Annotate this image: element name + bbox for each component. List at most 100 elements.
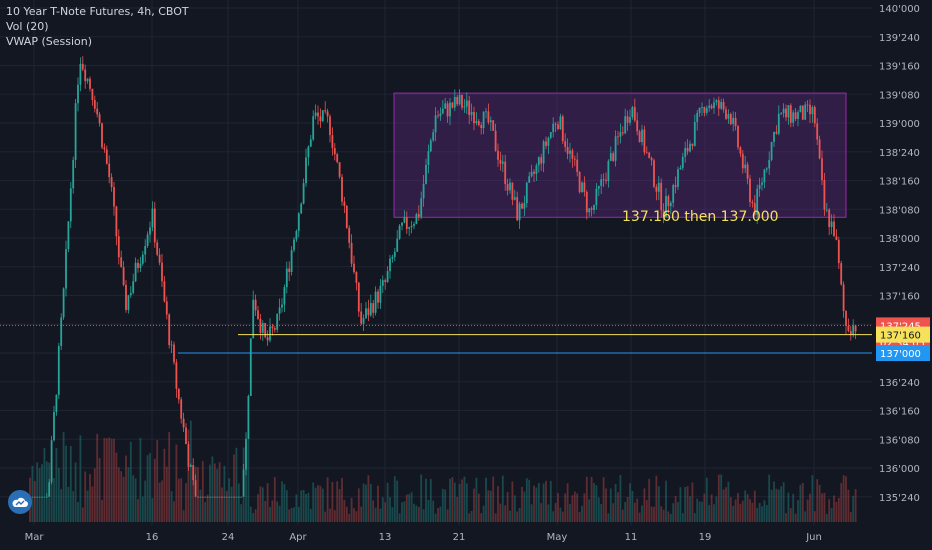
volume-bar bbox=[343, 499, 346, 522]
volume-bar bbox=[650, 506, 653, 522]
candle-body bbox=[314, 112, 317, 117]
volume-bar bbox=[458, 483, 461, 522]
candle-body bbox=[787, 105, 790, 118]
volume-bar bbox=[209, 464, 211, 522]
candle-body bbox=[67, 221, 70, 250]
volume-bar bbox=[285, 490, 288, 522]
volume-bar bbox=[201, 461, 204, 522]
candle-body bbox=[451, 102, 454, 108]
legend-vwap[interactable]: VWAP (Session) bbox=[6, 35, 93, 48]
volume-bar bbox=[79, 435, 82, 522]
volume-bar bbox=[667, 511, 670, 522]
candle-body bbox=[833, 221, 835, 237]
volume-bar bbox=[845, 476, 847, 522]
volume-bar bbox=[425, 478, 427, 522]
volume-bar bbox=[638, 512, 641, 522]
candle-body bbox=[775, 131, 778, 134]
candle-body bbox=[422, 183, 425, 199]
volume-bar bbox=[840, 483, 843, 522]
candle-body bbox=[194, 480, 197, 497]
volume-bar bbox=[785, 513, 787, 522]
candle-body bbox=[444, 103, 447, 109]
candle-body bbox=[698, 107, 701, 113]
candle-body bbox=[655, 186, 658, 192]
candle-body bbox=[619, 132, 622, 137]
volume-bar bbox=[98, 458, 101, 522]
candle-body bbox=[449, 102, 451, 117]
volume-bar bbox=[691, 482, 694, 522]
candle-body bbox=[321, 110, 324, 122]
consolidation-zone[interactable] bbox=[393, 92, 847, 218]
volume-bar bbox=[549, 480, 552, 522]
candle-body bbox=[57, 346, 60, 395]
volume-bar bbox=[465, 483, 468, 522]
volume-bar bbox=[151, 497, 154, 522]
volume-bar bbox=[554, 502, 557, 522]
candle-body bbox=[108, 163, 111, 178]
volume-bar bbox=[662, 509, 665, 522]
volume-bar bbox=[245, 447, 247, 522]
candle-body bbox=[696, 112, 699, 122]
volume-bar bbox=[612, 503, 615, 522]
volume-bar bbox=[777, 489, 780, 522]
candle-body bbox=[576, 159, 579, 172]
volume-bar bbox=[468, 513, 471, 522]
volume-bar bbox=[739, 503, 742, 522]
candle-body bbox=[617, 136, 619, 138]
volume-bar bbox=[470, 511, 473, 522]
volume-bar bbox=[269, 506, 271, 522]
candle-body bbox=[84, 69, 87, 82]
time-axis[interactable]: Mar 16 24 Apr 13 21 May 11 19 Jun bbox=[25, 532, 822, 543]
volume-bar bbox=[31, 465, 34, 522]
candle-body bbox=[545, 141, 547, 146]
volume-bar bbox=[84, 471, 87, 522]
volume-bar bbox=[631, 490, 634, 522]
volume-bar bbox=[101, 500, 103, 522]
volume-bar bbox=[773, 481, 775, 522]
volume-bar bbox=[693, 513, 696, 522]
candle-body bbox=[681, 156, 684, 168]
volume-bar bbox=[713, 504, 715, 522]
volume-bar bbox=[228, 478, 231, 522]
volume-bar bbox=[401, 502, 403, 522]
candle-body bbox=[216, 496, 219, 498]
candle-body bbox=[230, 496, 233, 498]
volume-bar bbox=[566, 483, 569, 522]
volume-bar bbox=[523, 491, 526, 522]
volume-bar bbox=[473, 488, 475, 522]
volume-bar bbox=[573, 491, 576, 522]
candle-body bbox=[499, 159, 502, 164]
volume-bar bbox=[113, 438, 115, 522]
volume-bar bbox=[158, 482, 161, 522]
y-tick-label: 139'000 bbox=[879, 119, 920, 130]
volume-bar bbox=[653, 506, 655, 522]
volume-bar bbox=[393, 476, 396, 522]
candle-body bbox=[768, 159, 771, 169]
volume-bar bbox=[187, 429, 190, 522]
candle-body bbox=[521, 203, 523, 209]
candle-body bbox=[218, 496, 221, 498]
volume-bar bbox=[333, 510, 336, 522]
candle-body bbox=[240, 496, 243, 498]
volume-bar bbox=[365, 484, 367, 522]
volume-bar bbox=[509, 510, 511, 522]
volume-bar bbox=[389, 497, 391, 522]
volume-bar bbox=[453, 482, 456, 522]
candle-body bbox=[782, 108, 785, 113]
candle-body bbox=[453, 97, 456, 108]
candle-body bbox=[533, 171, 535, 174]
volume-bar bbox=[41, 464, 43, 522]
candle-body bbox=[705, 107, 708, 113]
volume-bar bbox=[189, 420, 192, 522]
candle-body bbox=[737, 126, 739, 148]
volume-bar bbox=[405, 494, 408, 522]
tradingview-cloud-icon[interactable] bbox=[8, 490, 32, 514]
legend-volume[interactable]: Vol (20) bbox=[6, 20, 49, 33]
y-tick-label: 138'000 bbox=[879, 234, 920, 245]
volume-bar bbox=[36, 462, 39, 522]
volume-bar bbox=[449, 478, 451, 522]
legend-symbol[interactable]: 10 Year T-Note Futures, 4h, CBOT bbox=[6, 5, 189, 18]
candle-body bbox=[789, 105, 792, 123]
volume-bar bbox=[614, 484, 617, 522]
